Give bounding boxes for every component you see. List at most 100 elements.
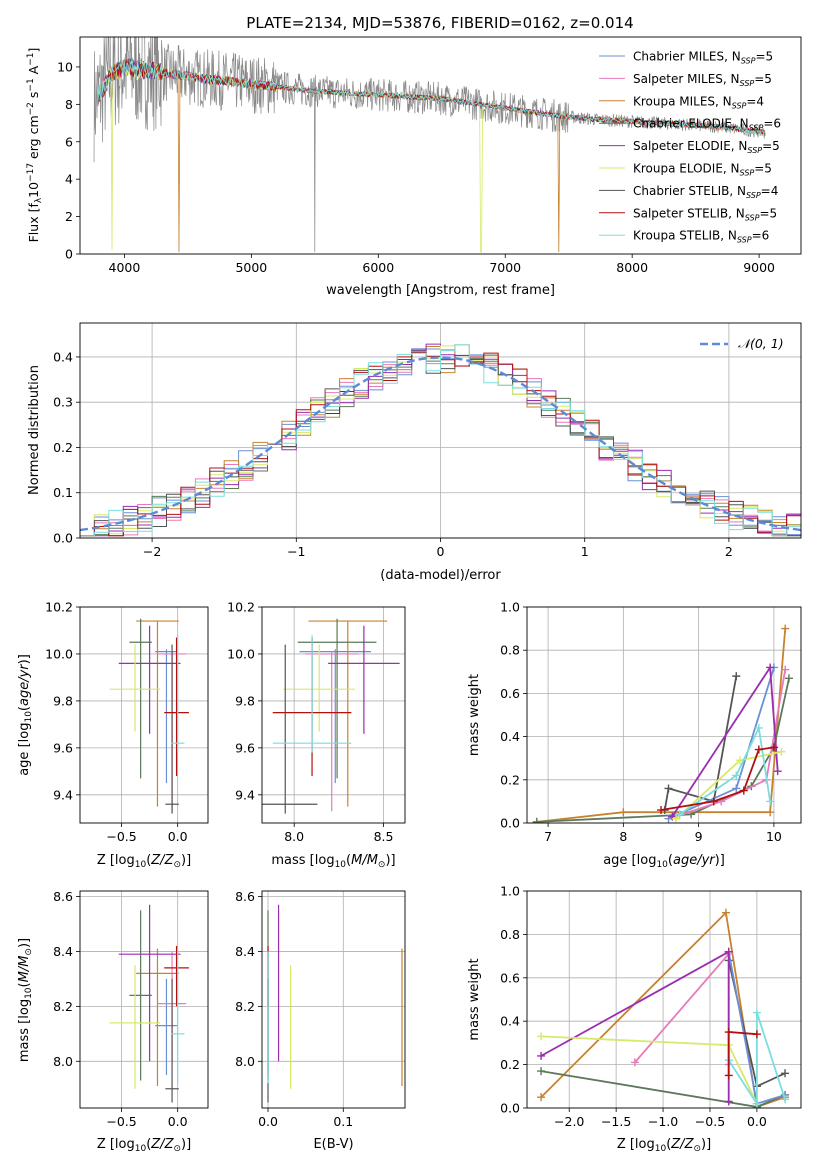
mass-vs-metallicity-panel: −0.5 0.0 8.0 8.2 8.4 8.6 Z [log10(Z/Z⊙)] mass […	[17, 889, 209, 1154]
weight-marker	[675, 810, 684, 819]
weight-marker	[781, 624, 790, 633]
x-tick-label: −0.5	[106, 829, 136, 844]
model-spectrum-chabrier-stelib	[97, 58, 766, 135]
x-tick-label: 8.5	[374, 829, 394, 844]
weight-marker	[766, 797, 775, 806]
y-tick-label: 8.0	[235, 1054, 255, 1069]
y-tick-label: 8.2	[53, 999, 73, 1014]
weight-marker	[709, 797, 718, 806]
y-tick-label: 4	[65, 172, 73, 187]
y-tick-label: 10.0	[227, 646, 255, 661]
residuals-panel: −2 −1 0 1 2 0.0 0.1 0.2 0.3 0.4 𝒩(0, 1) (data-model…	[27, 322, 802, 583]
weight-marker	[672, 814, 681, 823]
weight-marker	[537, 1032, 546, 1041]
weight-marker	[724, 1028, 733, 1037]
y-tick-label: 9.8	[53, 693, 73, 708]
y-tick-label: 9.4	[53, 787, 73, 802]
x-tick-label: 2	[725, 544, 733, 559]
x-tick-label: 5000	[235, 260, 267, 275]
weight-line-chabrier-elodie	[536, 678, 790, 823]
y-tick-label: 10.2	[227, 600, 255, 615]
x-tick-label: 1	[581, 544, 589, 559]
x-tick-label: 10	[766, 829, 782, 844]
weight-marker	[752, 1099, 761, 1108]
weight-marker	[721, 908, 730, 917]
x-axis-label: Z [log10(Z/Z⊙)]	[97, 1137, 191, 1154]
x-tick-label: −1.0	[648, 1114, 678, 1129]
x-axis-label: Z [log10(Z/Z⊙)]	[97, 853, 191, 870]
x-tick-label: 7000	[489, 260, 521, 275]
weight-marker	[630, 1058, 639, 1067]
weight-marker	[732, 771, 741, 780]
weight-marker	[537, 1067, 546, 1076]
legend-entry: Chabrier MILES, NSSP=5	[633, 50, 773, 66]
legend-entry: Salpeter ELODIE, NSSP=5	[633, 139, 780, 155]
x-tick-label: 9000	[743, 260, 775, 275]
axes-frame	[526, 606, 802, 824]
axes-frame	[261, 606, 406, 824]
plot-area	[80, 343, 801, 537]
y-tick-label: 0.0	[500, 816, 520, 831]
weight-marker	[766, 808, 775, 817]
weight-line-kroupa-stelib	[679, 724, 771, 816]
y-tick-label: 0.4	[500, 1014, 520, 1029]
x-axis-label: wavelength [Angstrom, rest frame]	[326, 283, 555, 298]
x-tick-label: 0.0	[168, 829, 188, 844]
weight-line-chabrier-stelib	[663, 675, 738, 811]
y-tick-label: 0.0	[53, 531, 73, 546]
x-tick-label: −1.5	[601, 1114, 631, 1129]
axes-frame	[526, 890, 802, 1109]
x-tick-label: −0.5	[106, 1114, 136, 1129]
weight-marker	[784, 674, 793, 683]
x-tick-label: −2.0	[554, 1114, 584, 1129]
x-axis-label: age [log10(age/yr)]	[603, 853, 725, 870]
x-tick-label: 8	[619, 829, 627, 844]
y-tick-label: 0.8	[500, 643, 520, 658]
weight-line-salpeter-miles	[634, 951, 730, 1065]
plot-area	[262, 618, 400, 814]
weight-vs-metallicity-panel: −2.0 −1.5 −1.0 −0.5 0.0 0.0 0.2 0.4 0.6 0.8 1.0 Z […	[467, 884, 802, 1154]
weight-marker	[724, 1071, 733, 1080]
weight-marker	[766, 663, 775, 672]
axes-frame	[79, 890, 209, 1109]
x-tick-label: 7	[544, 829, 552, 844]
weight-marker	[739, 786, 748, 795]
legend-entry: Kroupa ELODIE, NSSP=5	[633, 162, 772, 178]
age-vs-metallicity-panel: −0.5 0.0 9.4 9.6 9.8 10.0 10.2 Z [log10(Z/Z⊙)] a…	[17, 600, 209, 870]
plot-area	[109, 904, 189, 1103]
x-tick-label: 0.0	[258, 1114, 278, 1129]
y-tick-label: 0.1	[53, 485, 73, 500]
y-tick-label: 9.4	[235, 787, 255, 802]
x-tick-label: 0.0	[747, 1114, 767, 1129]
y-tick-label: 6	[65, 134, 73, 149]
y-tick-label: 9.6	[53, 740, 73, 755]
x-tick-label: −2	[143, 544, 161, 559]
axes-frame	[79, 36, 802, 255]
y-tick-label: 9.6	[235, 740, 255, 755]
weight-marker	[656, 806, 665, 815]
axes-frame	[79, 322, 802, 539]
y-tick-label: 0	[65, 247, 73, 262]
x-tick-label: 8.0	[284, 829, 304, 844]
weight-marker	[773, 767, 782, 776]
weight-marker	[781, 1069, 790, 1078]
weight-marker	[754, 723, 763, 732]
x-axis-label: (data-model)/error	[380, 568, 501, 583]
figure-title: PLATE=2134, MJD=53876, FIBERID=0162, z=0…	[246, 14, 633, 32]
x-axis-label: mass [log10(M/M⊙)]	[271, 853, 395, 870]
observed-spectrum	[93, 37, 766, 253]
age-vs-mass-panel: 8.0 8.5 9.4 9.6 9.8 10.0 10.2 mass [log10(M/M⊙)…	[227, 600, 406, 870]
y-tick-label: 0.0	[500, 1101, 520, 1116]
y-axis-label: Flux [fλ10−17 erg cm−2 s−1 A−1]	[26, 48, 44, 243]
weight-vs-age-panel: 7 8 9 10 0.0 0.2 0.4 0.6 0.8 1.0 age [log10(age/yr…	[467, 600, 802, 870]
legend-entry: Salpeter STELIB, NSSP=5	[633, 206, 777, 222]
legend-entry: Chabrier STELIB, NSSP=4	[633, 184, 778, 200]
axes-frame	[261, 890, 406, 1109]
plot-area	[532, 624, 793, 823]
weight-marker	[724, 1097, 733, 1106]
x-tick-label: 4000	[109, 260, 141, 275]
y-tick-label: 1.0	[500, 884, 520, 899]
plot-area	[109, 618, 189, 814]
plot-area	[537, 908, 790, 1108]
